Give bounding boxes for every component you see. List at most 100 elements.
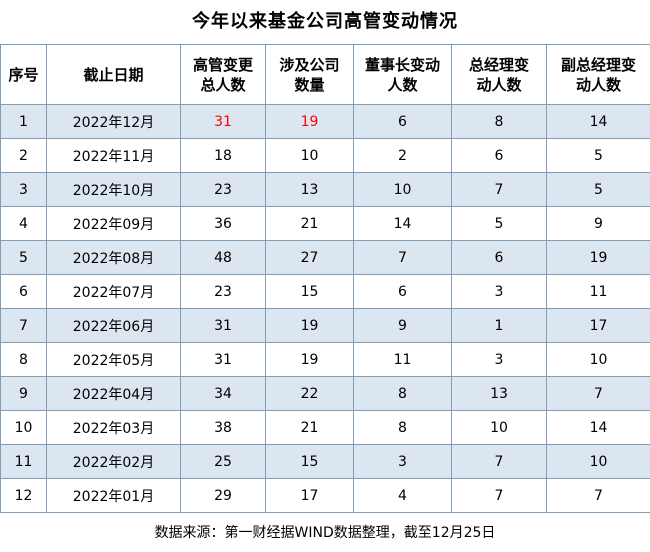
table-row: 1 2022年12月 31 19 6 8 14 [0,104,650,139]
general-manager-cell: 6 [451,138,547,173]
column-header-companies: 涉及公司 数量 [265,44,354,105]
table-row: 3 2022年10月 23 13 10 7 5 [0,172,650,207]
row-index-cell: 7 [0,308,47,343]
chairman-cell: 14 [353,206,452,241]
deputy-manager-cell: 11 [546,274,650,309]
total-changes-cell: 38 [180,410,266,445]
table-title: 今年以来基金公司高管变动情况 [192,11,458,32]
general-manager-cell: 6 [451,240,547,275]
chairman-cell: 7 [353,240,452,275]
companies-cell: 19 [265,342,354,377]
general-manager-cell: 7 [451,172,547,207]
chairman-cell: 8 [353,410,452,445]
deputy-manager-cell: 10 [546,342,650,377]
table-row: 8 2022年05月 31 19 11 3 10 [0,342,650,377]
date-cell: 2022年11月 [46,138,181,173]
general-manager-cell: 13 [451,376,547,411]
row-index-cell: 8 [0,342,47,377]
table-row: 7 2022年06月 31 19 9 1 17 [0,308,650,343]
companies-cell: 21 [265,206,354,241]
row-index-cell: 6 [0,274,47,309]
total-changes-cell: 31 [180,308,266,343]
companies-cell: 15 [265,274,354,309]
column-header-total-changes: 高管变更 总人数 [180,44,266,105]
chairman-cell: 8 [353,376,452,411]
general-manager-cell: 5 [451,206,547,241]
total-changes-cell: 36 [180,206,266,241]
deputy-manager-cell: 7 [546,376,650,411]
date-cell: 2022年12月 [46,104,181,139]
row-index-cell: 9 [0,376,47,411]
companies-cell: 19 [265,308,354,343]
companies-cell: 21 [265,410,354,445]
date-cell: 2022年03月 [46,410,181,445]
column-header-index: 序号 [0,44,47,105]
table-row: 11 2022年02月 25 15 3 7 10 [0,444,650,479]
companies-cell: 10 [265,138,354,173]
total-changes-cell: 31 [180,104,266,139]
deputy-manager-cell: 5 [546,172,650,207]
table-row: 6 2022年07月 23 15 6 3 11 [0,274,650,309]
total-changes-cell: 31 [180,342,266,377]
companies-cell: 13 [265,172,354,207]
chairman-cell: 2 [353,138,452,173]
date-cell: 2022年01月 [46,478,181,513]
date-cell: 2022年10月 [46,172,181,207]
general-manager-cell: 7 [451,478,547,513]
deputy-manager-cell: 9 [546,206,650,241]
table-row: 10 2022年03月 38 21 8 10 14 [0,410,650,445]
companies-cell: 22 [265,376,354,411]
date-cell: 2022年05月 [46,342,181,377]
column-header-deputy-manager: 副总经理变 动人数 [546,44,650,105]
data-table: 序号 截止日期 高管变更 总人数 涉及公司 数量 董事长变动 人数 总经理变 动人数 副… [0,44,650,513]
total-changes-cell: 23 [180,172,266,207]
general-manager-cell: 1 [451,308,547,343]
row-index-cell: 3 [0,172,47,207]
row-index-cell: 10 [0,410,47,445]
companies-cell: 27 [265,240,354,275]
deputy-manager-cell: 14 [546,410,650,445]
chairman-cell: 3 [353,444,452,479]
date-cell: 2022年08月 [46,240,181,275]
table-row: 12 2022年01月 29 17 4 7 7 [0,478,650,513]
date-cell: 2022年02月 [46,444,181,479]
chairman-cell: 6 [353,104,452,139]
row-index-cell: 11 [0,444,47,479]
row-index-cell: 2 [0,138,47,173]
row-index-cell: 1 [0,104,47,139]
chairman-cell: 10 [353,172,452,207]
deputy-manager-cell: 7 [546,478,650,513]
general-manager-cell: 3 [451,342,547,377]
table-row: 2 2022年11月 18 10 2 6 5 [0,138,650,173]
date-cell: 2022年09月 [46,206,181,241]
total-changes-cell: 29 [180,478,266,513]
general-manager-cell: 8 [451,104,547,139]
row-index-cell: 12 [0,478,47,513]
total-changes-cell: 34 [180,376,266,411]
deputy-manager-cell: 14 [546,104,650,139]
deputy-manager-cell: 19 [546,240,650,275]
total-changes-cell: 48 [180,240,266,275]
deputy-manager-cell: 10 [546,444,650,479]
table-row: 9 2022年04月 34 22 8 13 7 [0,376,650,411]
companies-cell: 19 [265,104,354,139]
deputy-manager-cell: 17 [546,308,650,343]
date-cell: 2022年06月 [46,308,181,343]
total-changes-cell: 23 [180,274,266,309]
companies-cell: 17 [265,478,354,513]
column-header-general-manager: 总经理变 动人数 [451,44,547,105]
table-row: 4 2022年09月 36 21 14 5 9 [0,206,650,241]
table-row: 5 2022年08月 48 27 7 6 19 [0,240,650,275]
row-index-cell: 5 [0,240,47,275]
chairman-cell: 11 [353,342,452,377]
header-row: 序号 截止日期 高管变更 总人数 涉及公司 数量 董事长变动 人数 总经理变 动人数 副… [0,44,650,105]
chairman-cell: 9 [353,308,452,343]
companies-cell: 15 [265,444,354,479]
column-header-chairman: 董事长变动 人数 [353,44,452,105]
date-cell: 2022年04月 [46,376,181,411]
total-changes-cell: 18 [180,138,266,173]
source-note: 数据来源：第一财经据WIND数据整理，截至12月25日 [154,525,496,541]
column-header-date: 截止日期 [46,44,181,105]
row-index-cell: 4 [0,206,47,241]
general-manager-cell: 10 [451,410,547,445]
